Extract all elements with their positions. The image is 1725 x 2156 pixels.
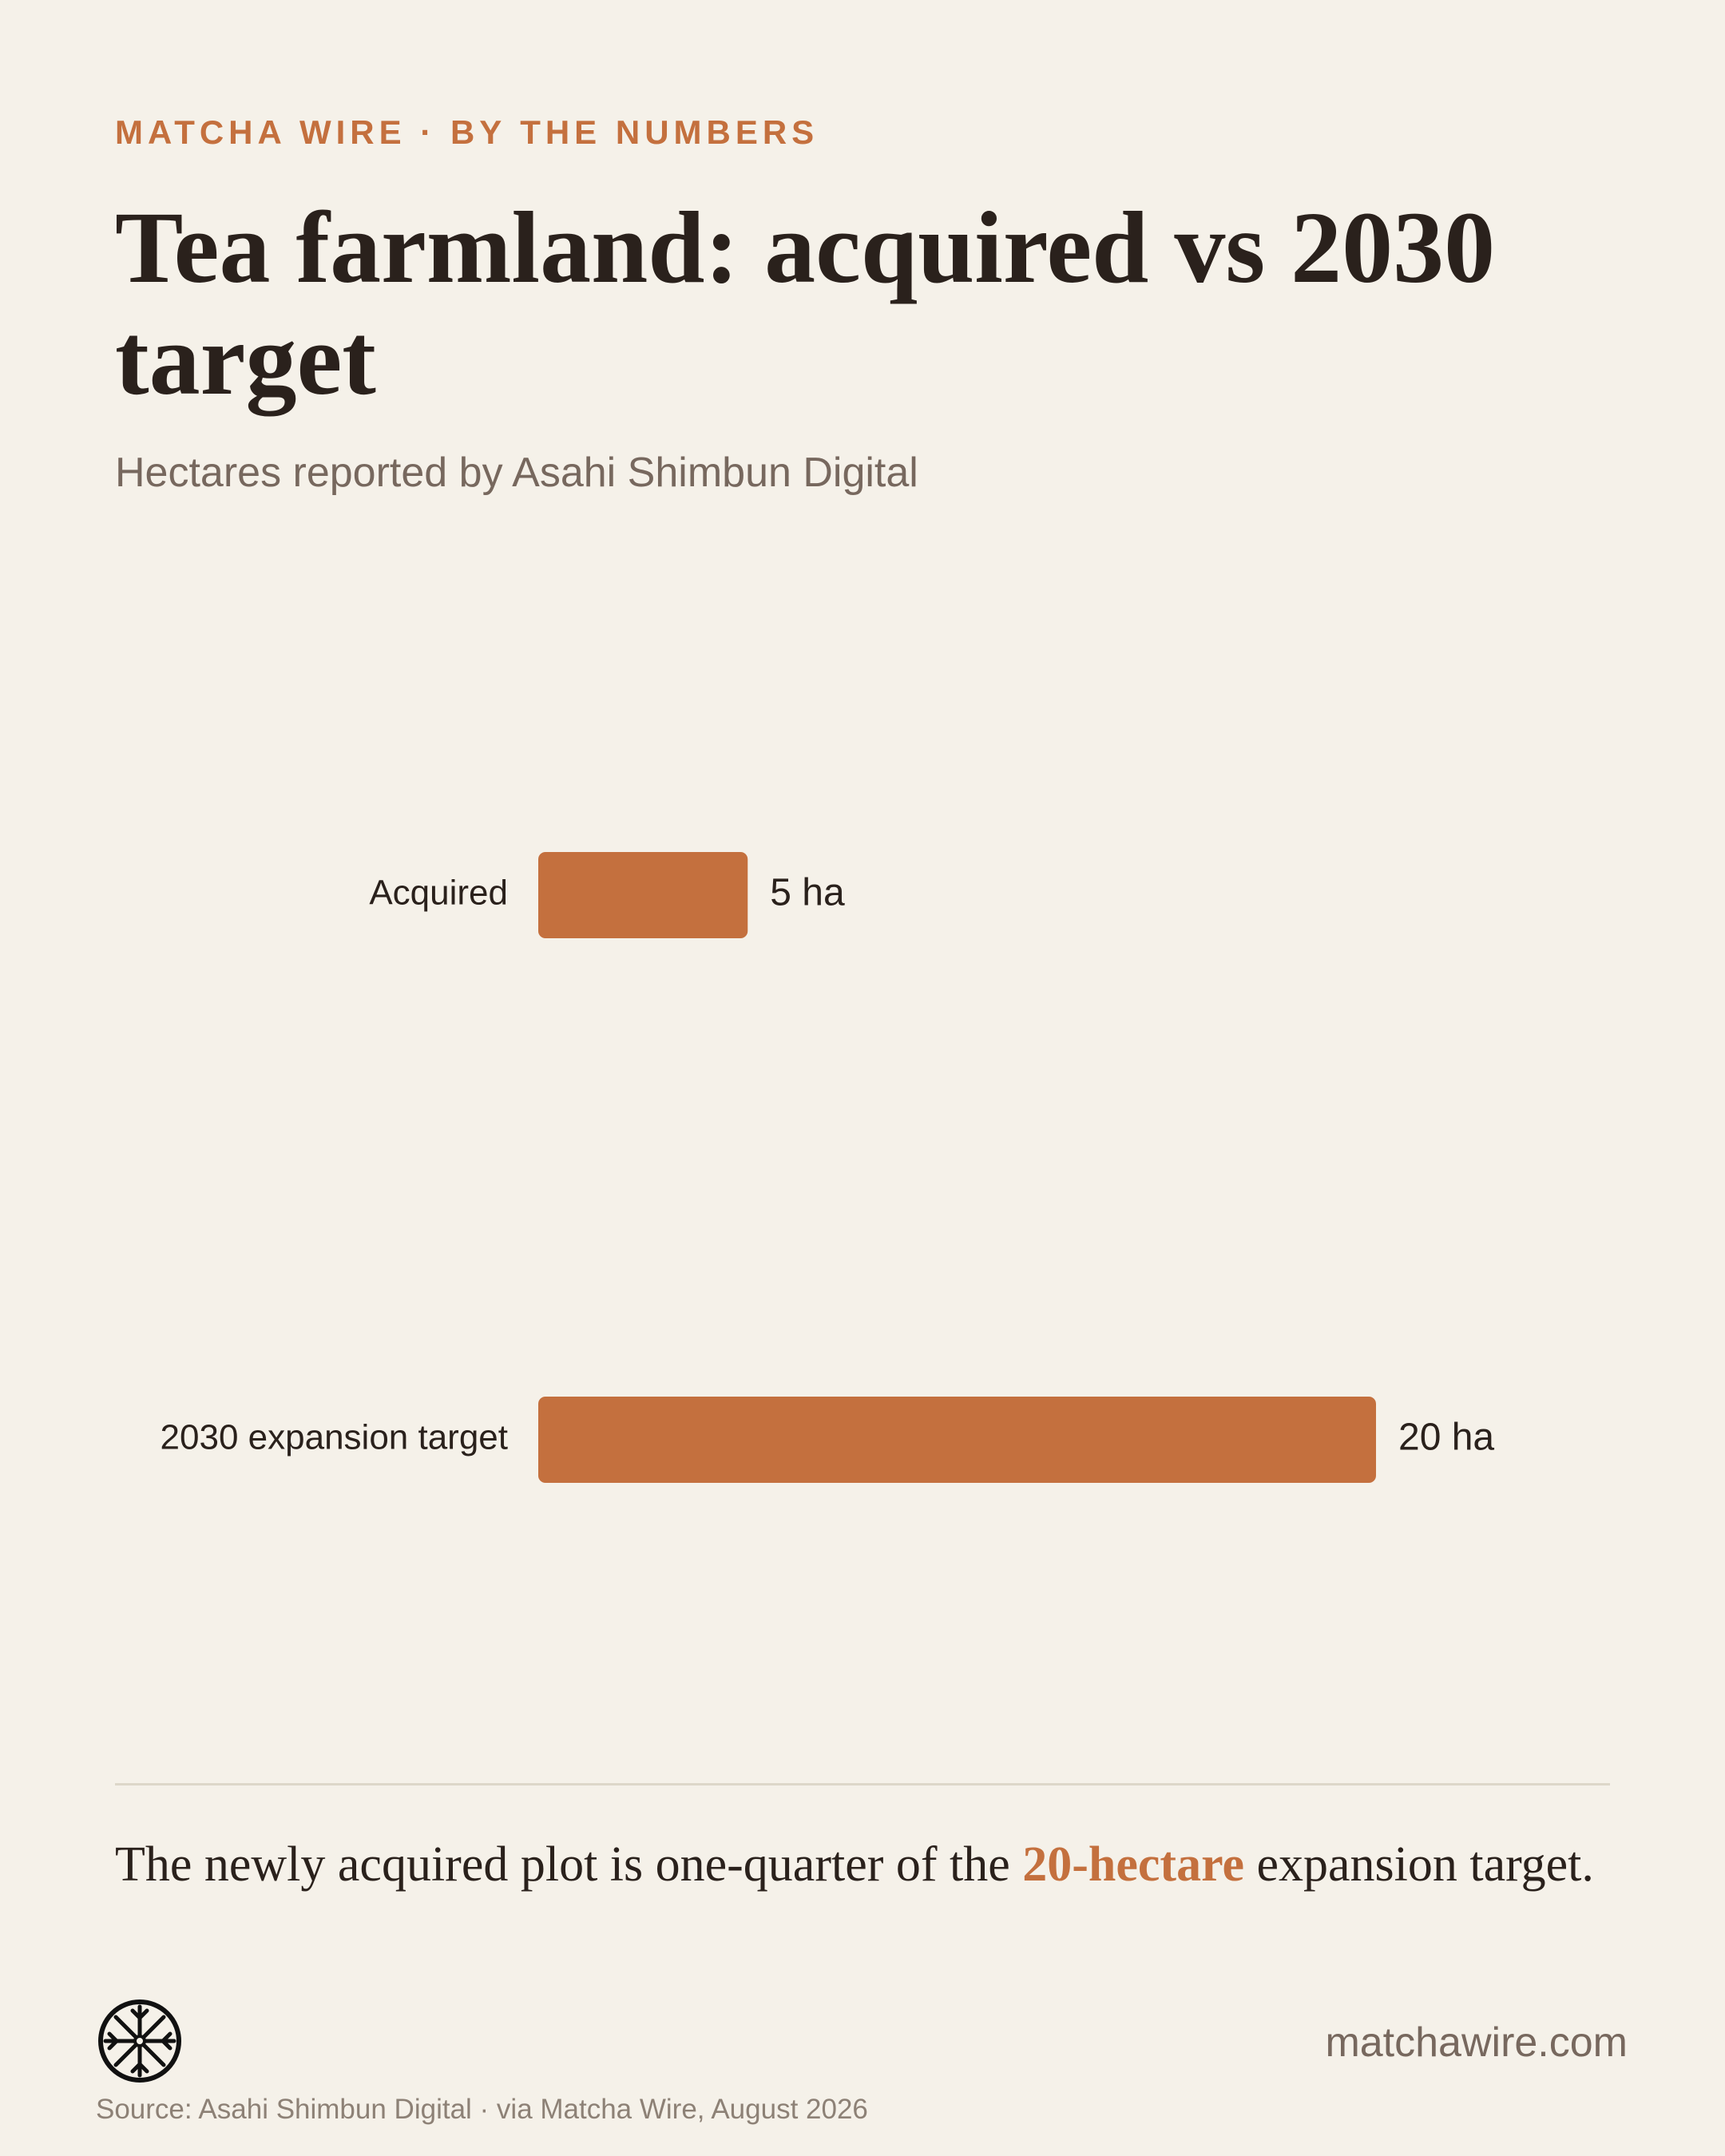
tea-wheel-logo-icon [98,1999,181,2083]
takeaway-after: expansion target. [1244,1837,1594,1892]
site-url: matchawire.com [1325,2019,1628,2066]
value-label: 20 ha [1398,1417,1494,1459]
chart-subtitle: Hectares reported by Asahi Shimbun Digit… [115,450,918,496]
divider [115,1783,1610,1785]
bar [538,852,748,938]
value-label: 5 ha [770,872,845,914]
category-label: Acquired [369,874,508,913]
source-note: Source: Asahi Shimbun Digital · via Matc… [96,2094,868,2125]
takeaway-before: The newly acquired plot is one-quarter o… [115,1837,1023,1892]
kicker: MATCHA WIRE · BY THE NUMBERS [115,113,819,151]
takeaway-highlight: 20-hectare [1022,1837,1244,1892]
bar [538,1397,1376,1483]
chart-title: Tea farmland: acquired vs 2030 target [115,191,1496,416]
category-label: 2030 expansion target [161,1418,508,1457]
takeaway: The newly acquired plot is one-quarter o… [115,1830,1610,1899]
bar-chart: Acquired 5 ha 2030 expansion target 20 ha [161,852,1494,1483]
